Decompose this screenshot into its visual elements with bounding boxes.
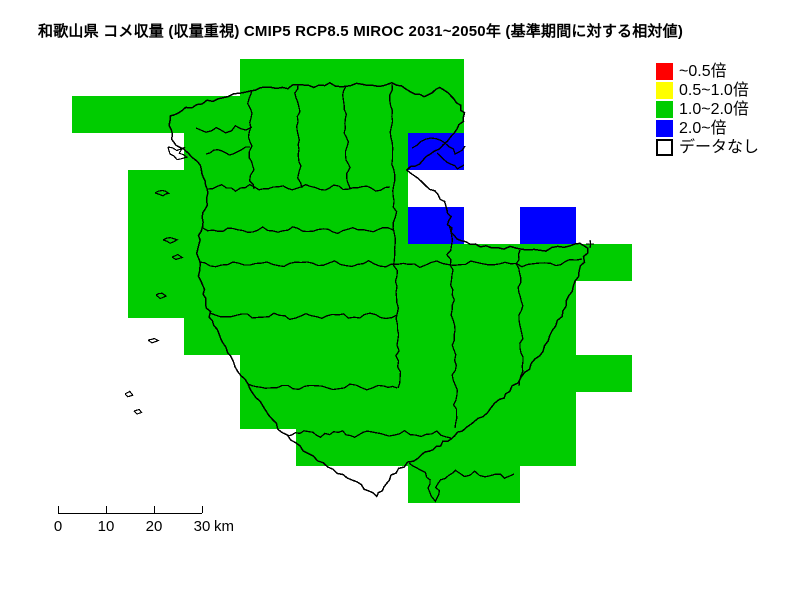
legend-swatch [656, 101, 673, 118]
mesh-cell [296, 429, 352, 466]
mesh-cell [296, 207, 352, 244]
municipal-boundary-line [205, 146, 251, 156]
mesh-cell [352, 170, 408, 207]
legend-swatch [656, 139, 673, 156]
mesh-cell [128, 207, 184, 244]
mesh-cell [520, 318, 576, 355]
municipal-boundary-line [445, 224, 458, 429]
small-island [171, 253, 184, 261]
mesh-cell [184, 281, 240, 318]
municipal-boundary-line [202, 226, 394, 235]
mesh-cell [296, 392, 352, 429]
mesh-cell [184, 96, 240, 133]
mesh-cell [240, 59, 296, 96]
municipal-boundary-line [436, 152, 465, 170]
legend: ~0.5倍 0.5~1.0倍 1.0~2.0倍 2.0~倍データなし [656, 62, 759, 157]
mesh-cell [464, 318, 520, 355]
municipal-boundary-line [389, 83, 402, 389]
mesh-cell [352, 207, 408, 244]
mesh-cell [352, 429, 408, 466]
mesh-cell [576, 355, 632, 392]
mesh-cell [296, 96, 352, 133]
mesh-cell [352, 281, 408, 318]
mesh-cell [240, 281, 296, 318]
municipal-boundary-line [198, 258, 583, 269]
small-island [167, 146, 189, 161]
municipal-boundary-line [342, 85, 351, 189]
small-island [154, 189, 171, 197]
mesh-cell [464, 355, 520, 392]
mesh-cell [408, 466, 464, 503]
legend-label: 0.5~1.0倍 [679, 82, 749, 99]
municipal-boundary-line [294, 83, 303, 189]
mesh-cell [240, 96, 296, 133]
mesh-cell [72, 96, 128, 133]
mesh-cell [520, 392, 576, 429]
mesh-cell [240, 207, 296, 244]
mesh-cell [128, 170, 184, 207]
mesh-cell [520, 355, 576, 392]
mesh-cell [128, 281, 184, 318]
legend-label: 1.0~2.0倍 [679, 101, 749, 118]
map-title: 和歌山県 コメ収量 (収量重視) CMIP5 RCP8.5 MIROC 2031… [38, 23, 684, 40]
mesh-cell [296, 281, 352, 318]
municipal-boundary-line [411, 137, 466, 155]
municipal-boundary-line [207, 183, 391, 192]
small-island [155, 292, 168, 300]
mesh-cell [408, 207, 464, 244]
mesh-cell [296, 318, 352, 355]
mesh-cell [464, 244, 520, 281]
mesh-cell [520, 207, 576, 244]
municipal-boundary-line [247, 89, 255, 190]
mesh-cell [128, 244, 184, 281]
mesh-cell [352, 59, 408, 96]
municipal-boundary-line [454, 469, 515, 479]
municipal-boundary-line [515, 249, 524, 387]
municipal-boundary-line [589, 239, 592, 249]
legend-swatch [656, 120, 673, 137]
legend-label: ~0.5倍 [679, 63, 727, 80]
mesh-cell [464, 429, 520, 466]
mesh-cell [408, 392, 464, 429]
legend-item: データなし [656, 138, 759, 157]
mesh-cell [464, 281, 520, 318]
mesh-cell [408, 96, 464, 133]
mesh-cell [352, 96, 408, 133]
legend-label: 2.0~倍 [679, 120, 727, 137]
legend-item: 1.0~2.0倍 [656, 100, 759, 119]
mesh-cell [408, 244, 464, 281]
prefecture-outline [168, 81, 589, 498]
small-island [124, 390, 134, 398]
municipal-boundary-line [209, 312, 398, 321]
mesh-cell [352, 133, 408, 170]
municipal-boundary-line [195, 124, 253, 134]
municipal-boundary-line [247, 383, 398, 391]
mesh-cell [240, 318, 296, 355]
legend-item: ~0.5倍 [656, 62, 759, 81]
mesh-cell [184, 318, 240, 355]
small-island [133, 408, 143, 415]
legend-label: データなし [679, 139, 760, 156]
mesh-cell [240, 392, 296, 429]
mesh-cell [352, 244, 408, 281]
municipal-boundary-line [286, 429, 452, 439]
mesh-cell [576, 244, 632, 281]
mesh-cell [296, 59, 352, 96]
mesh-cell [520, 429, 576, 466]
legend-swatch [656, 63, 673, 80]
legend-item: 0.5~1.0倍 [656, 81, 759, 100]
legend-swatch [656, 82, 673, 99]
mesh-cell [184, 207, 240, 244]
municipal-boundary-line [408, 462, 457, 503]
legend-item: 2.0~倍 [656, 119, 759, 138]
mesh-cell [352, 392, 408, 429]
small-island [147, 337, 160, 344]
mesh-cell [296, 133, 352, 170]
small-island [162, 236, 179, 244]
